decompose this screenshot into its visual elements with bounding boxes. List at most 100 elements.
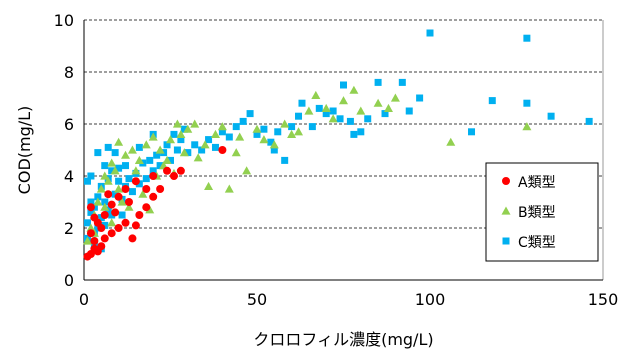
square-point — [426, 29, 434, 37]
triangle-point — [82, 236, 92, 245]
square-point — [246, 110, 254, 118]
triangle-point — [114, 137, 124, 146]
circle-point — [142, 203, 151, 212]
circle-point — [131, 221, 140, 230]
square-point — [357, 128, 365, 136]
triangle-point — [287, 129, 297, 138]
square-point — [101, 221, 109, 229]
circle-point — [176, 166, 185, 175]
circle-point — [86, 203, 95, 212]
triangle-point — [193, 153, 203, 162]
triangle-point — [390, 93, 400, 102]
data-points — [82, 29, 593, 261]
y-tick-label: 0 — [64, 271, 74, 290]
square-point — [101, 162, 109, 170]
square-point — [270, 146, 278, 154]
triangle-point — [204, 181, 214, 190]
circle-point — [128, 234, 137, 243]
y-tick-label: 8 — [64, 63, 74, 82]
y-tick-label: 10 — [54, 11, 74, 30]
triangle-point — [131, 166, 141, 175]
triangle-point — [269, 140, 279, 149]
square-point — [122, 162, 130, 170]
x-tick-label: 0 — [79, 290, 89, 309]
triangle-point — [166, 135, 175, 144]
square-point — [94, 193, 102, 201]
triangle-point — [141, 140, 151, 149]
square-point — [322, 110, 330, 118]
y-tick-label: 4 — [64, 167, 74, 186]
triangle-point — [148, 132, 158, 141]
square-point — [184, 149, 192, 157]
square-point — [115, 177, 123, 185]
square-point — [288, 123, 296, 131]
square-point — [108, 211, 116, 219]
triangle-point — [356, 106, 366, 115]
square-point — [350, 130, 358, 138]
triangle-point — [349, 85, 359, 94]
triangle-point — [328, 114, 338, 123]
triangle-point — [179, 148, 189, 157]
triangle-point — [200, 140, 210, 149]
square-point — [274, 128, 282, 136]
circle-point — [135, 211, 144, 219]
x-tick-label: 50 — [247, 290, 267, 309]
square-point — [142, 175, 150, 183]
triangle-point — [183, 124, 193, 133]
square-point — [135, 143, 143, 151]
square-point — [149, 167, 157, 175]
circle-point — [163, 166, 172, 175]
triangle-point — [121, 150, 131, 159]
square-point — [416, 94, 424, 102]
square-point — [198, 146, 206, 154]
triangle-point — [134, 155, 144, 164]
square-point — [336, 115, 344, 123]
circle-point — [86, 229, 95, 238]
circle-point — [142, 185, 151, 193]
square-point — [128, 188, 136, 196]
square-point — [104, 143, 112, 151]
circle-point — [114, 224, 123, 232]
square-point — [153, 151, 161, 159]
square-point — [295, 112, 303, 120]
square-point — [267, 138, 275, 146]
circle-point — [131, 177, 140, 186]
circle-point — [121, 185, 130, 193]
square-point — [308, 123, 316, 131]
circle-point — [104, 190, 113, 199]
square-point — [83, 177, 91, 185]
square-point — [115, 164, 123, 172]
square-point — [173, 146, 181, 154]
square-point — [87, 172, 95, 180]
triangle-point — [176, 129, 186, 138]
square-point — [298, 99, 306, 107]
square-point — [97, 214, 105, 222]
triangle-point — [224, 184, 234, 193]
triangle-point — [311, 90, 321, 99]
triangle-point — [446, 137, 456, 146]
x-tick-label: 150 — [588, 290, 619, 309]
triangle-point — [162, 155, 172, 164]
triangle-point — [103, 176, 113, 185]
square-point — [239, 117, 247, 125]
legend-marker — [502, 237, 510, 245]
triangle-point — [242, 166, 252, 175]
square-point — [191, 141, 199, 149]
square-point — [225, 133, 233, 141]
triangle-point — [280, 119, 290, 128]
square-point — [135, 180, 143, 188]
triangle-point — [304, 106, 314, 115]
circle-point — [149, 192, 158, 201]
circle-point — [90, 237, 99, 245]
triangle-point — [110, 166, 120, 175]
legend-marker — [501, 206, 511, 215]
square-point — [281, 156, 289, 164]
square-point — [488, 97, 496, 105]
square-point — [253, 130, 261, 138]
square-point — [374, 78, 382, 86]
square-point — [523, 99, 531, 107]
circle-point — [124, 198, 133, 206]
triangle-point — [86, 223, 96, 232]
y-axis-title: COD(mg/L) — [15, 106, 34, 195]
square-point — [364, 115, 372, 123]
